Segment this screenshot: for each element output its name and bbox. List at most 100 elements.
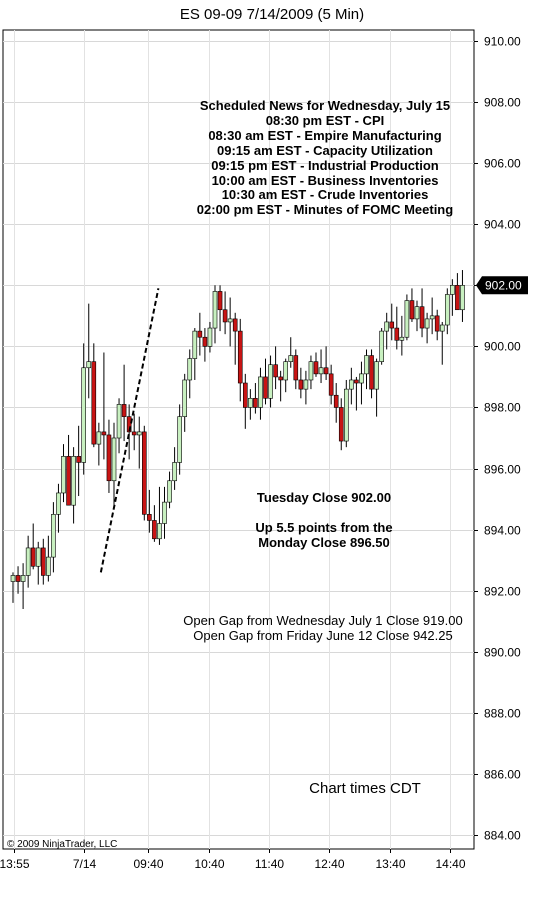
candle-up xyxy=(86,361,92,369)
y-tick-label: 884.00 xyxy=(484,829,521,843)
candle-down xyxy=(419,306,425,329)
candle-down xyxy=(152,520,157,540)
candle-up xyxy=(359,373,364,384)
candle-down xyxy=(91,361,97,445)
candle-up xyxy=(207,327,213,347)
x-tick-label: 14:40 xyxy=(435,857,465,871)
candle-up xyxy=(318,367,324,375)
candle-up xyxy=(349,379,354,390)
candle-down xyxy=(30,547,36,567)
candle-down xyxy=(106,434,112,482)
candle-up xyxy=(364,355,369,375)
candle-up xyxy=(61,456,66,494)
candle-up xyxy=(444,294,450,326)
chart-times-note: Chart times CDT xyxy=(309,780,421,797)
x-tick-label: 13:40 xyxy=(375,857,405,871)
close-note-annotation: Tuesday Close 902.00 Up 5.5 points from … xyxy=(255,490,392,550)
candle-up xyxy=(303,379,309,390)
candle-up xyxy=(404,300,410,338)
candle-up xyxy=(429,315,435,320)
x-tick-label: 10:40 xyxy=(194,857,224,871)
candle-down xyxy=(328,373,334,396)
trendline-dashed xyxy=(99,288,160,573)
candle-down xyxy=(66,456,71,506)
close-note-line: Monday Close 896.50 xyxy=(258,535,390,550)
y-tick-label: 898.00 xyxy=(484,401,521,415)
candle-down xyxy=(333,394,339,408)
candle-up xyxy=(162,501,167,524)
candle-down xyxy=(369,355,374,390)
candle-up xyxy=(212,291,218,329)
x-tick-label: 13:55 xyxy=(0,857,30,871)
candle-down xyxy=(101,431,107,436)
open-gaps-annotation: Open Gap from Wednesday July 1 Close 919… xyxy=(183,613,462,643)
y-tick-label: 906.00 xyxy=(484,157,521,171)
candle-up xyxy=(177,416,182,463)
candle-down xyxy=(273,364,278,378)
candle-up xyxy=(35,547,41,567)
candle-down xyxy=(313,361,319,375)
candle-up xyxy=(136,431,142,436)
candle-down xyxy=(338,407,344,442)
last-price-label: 902.00 xyxy=(485,278,522,292)
candle-up xyxy=(192,330,198,359)
candle-up xyxy=(10,575,16,582)
last-price-marker: 902.00 xyxy=(476,276,528,295)
y-tick-label: 910.00 xyxy=(484,35,521,49)
candle-down xyxy=(217,291,223,311)
candle-down xyxy=(40,547,46,576)
candle-up xyxy=(116,404,122,439)
candle-up xyxy=(268,364,273,399)
candle-down xyxy=(147,514,152,521)
candle-up xyxy=(71,456,76,506)
gap-line: Open Gap from Friday June 12 Close 942.2… xyxy=(193,628,452,643)
x-axis: 13:55 7/14 09:40 10:40 11:40 12:40 13:40 14:40 xyxy=(0,849,466,871)
copyright: © 2009 NinjaTrader, LLC xyxy=(7,839,117,850)
y-tick-label: 904.00 xyxy=(484,218,521,232)
close-note-line: Up 5.5 points from the xyxy=(255,520,392,535)
close-note-line: Tuesday Close 902.00 xyxy=(257,490,391,505)
candle-down xyxy=(394,327,400,341)
candle-down xyxy=(237,330,243,384)
candle-up xyxy=(182,379,187,417)
news-line: 08:30 pm EST - CPI xyxy=(266,113,384,128)
candle-up xyxy=(258,376,263,408)
candle-down xyxy=(222,309,228,323)
candle-up xyxy=(414,306,420,320)
candle-up xyxy=(111,437,117,482)
news-line: Scheduled News for Wednesday, July 15 xyxy=(200,98,450,113)
candle-down xyxy=(278,376,283,381)
candle-down xyxy=(243,382,248,408)
candle-up xyxy=(343,388,349,442)
news-line: 09:15 pm EST - Industrial Production xyxy=(211,158,439,173)
gap-line: Open Gap from Wednesday July 1 Close 919… xyxy=(183,613,462,628)
candle-up xyxy=(167,480,172,503)
candle-up xyxy=(399,336,405,341)
candle-up xyxy=(96,431,102,445)
candle-up xyxy=(56,492,61,515)
candle-down xyxy=(76,456,81,463)
x-tick-label: 11:40 xyxy=(255,857,284,871)
candle-down xyxy=(409,300,415,320)
candle-up xyxy=(172,462,177,482)
candle-down xyxy=(197,330,203,338)
y-tick-label: 894.00 xyxy=(484,524,521,538)
x-tick-label: 09:40 xyxy=(133,857,163,871)
chart-title: ES 09-09 7/14/2009 (5 Min) xyxy=(180,6,364,23)
candle-up xyxy=(248,397,253,408)
candle-up xyxy=(424,318,430,329)
gridlines xyxy=(3,30,474,849)
candle-down xyxy=(131,431,137,436)
news-line: 02:00 pm EST - Minutes of FOMC Meeting xyxy=(197,202,453,217)
candle-up xyxy=(157,523,162,540)
news-line: 09:15 am EST - Capacity Utilization xyxy=(217,143,433,158)
y-tick-label: 886.00 xyxy=(484,768,521,782)
candle-down xyxy=(232,318,238,332)
candle-up xyxy=(460,285,465,311)
candle-up xyxy=(25,547,31,576)
y-tick-label: 888.00 xyxy=(484,707,521,721)
x-tick-label: 7/14 xyxy=(73,857,97,871)
candle-down xyxy=(142,431,147,515)
candle-up xyxy=(283,361,289,381)
